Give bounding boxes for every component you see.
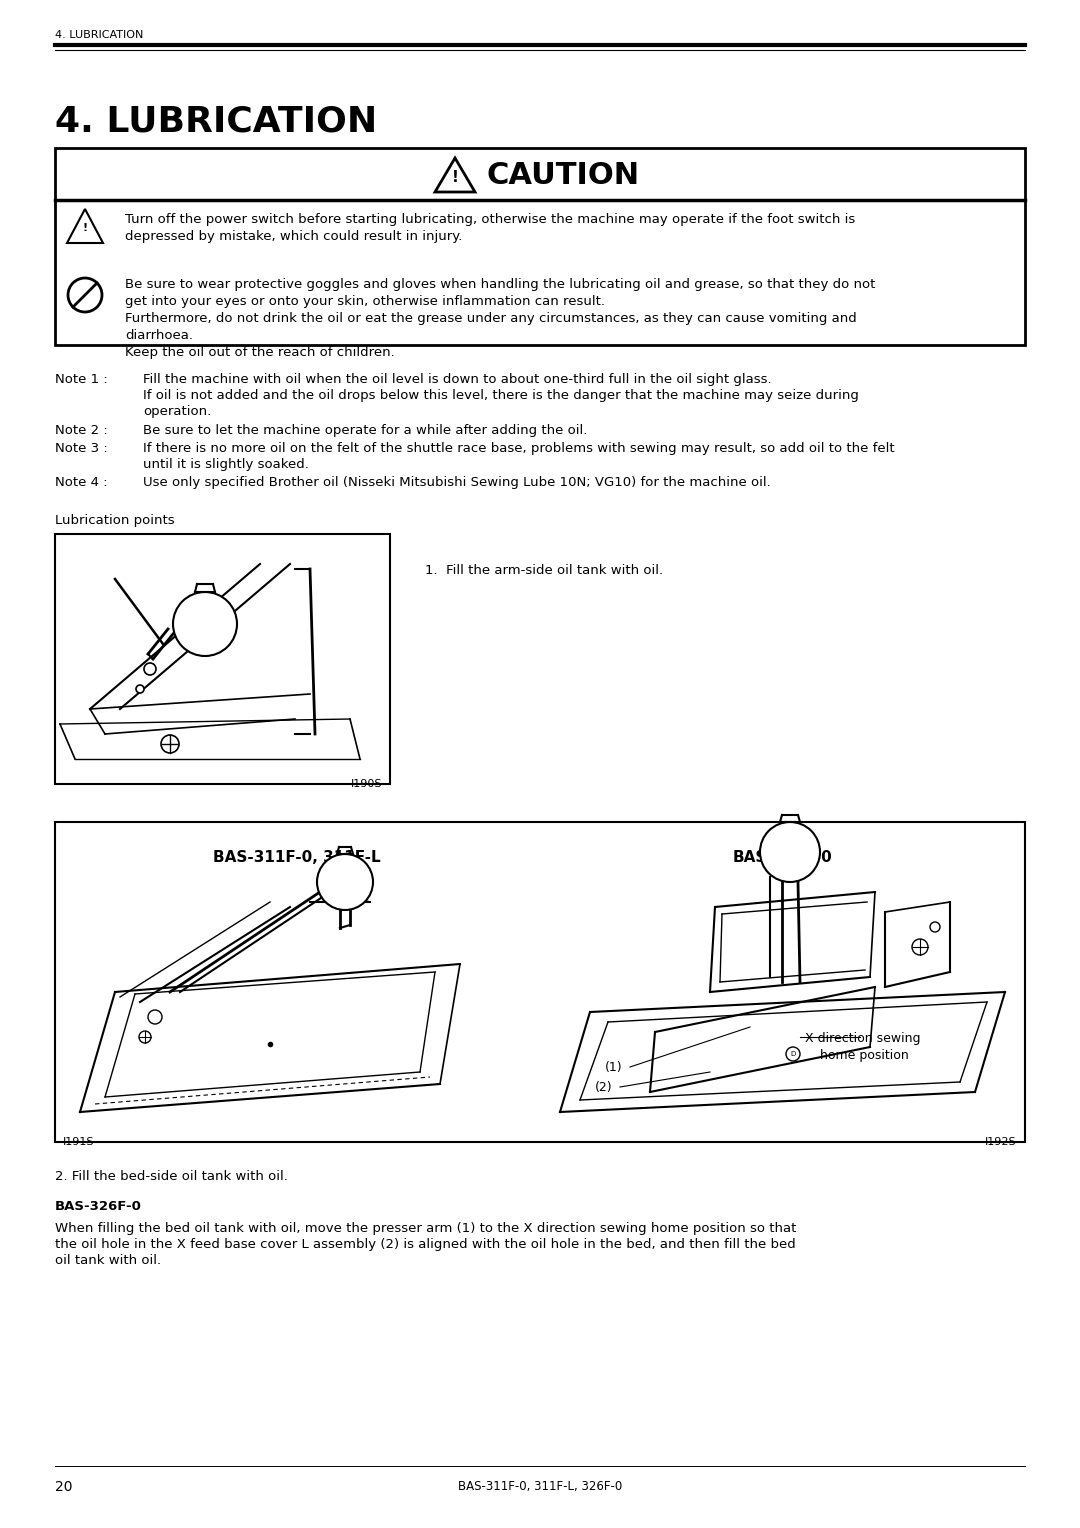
Text: home position: home position (820, 1050, 908, 1062)
Polygon shape (67, 209, 103, 243)
Text: When filling the bed oil tank with oil, move the presser arm (1) to the X direct: When filling the bed oil tank with oil, … (55, 1222, 796, 1235)
Text: BAS-326F-0: BAS-326F-0 (732, 850, 832, 865)
Text: Keep the oil out of the reach of children.: Keep the oil out of the reach of childre… (125, 345, 395, 359)
Text: CAUTION: CAUTION (487, 160, 640, 189)
Text: D: D (791, 1051, 796, 1057)
Bar (55, 148, 1025, 345)
Bar (55, 533, 390, 784)
Text: If there is no more oil on the felt of the shuttle race base, problems with sewi: If there is no more oil on the felt of t… (143, 442, 894, 455)
Text: I191S: I191S (63, 1137, 95, 1148)
Circle shape (139, 1031, 151, 1044)
Text: 4. LUBRICATION: 4. LUBRICATION (55, 105, 377, 139)
Text: get into your eyes or onto your skin, otherwise inflammation can result.: get into your eyes or onto your skin, ot… (125, 295, 605, 309)
Text: the oil hole in the X feed base cover L assembly (2) is aligned with the oil hol: the oil hole in the X feed base cover L … (55, 1238, 796, 1251)
Text: !: ! (82, 223, 87, 232)
Text: Be sure to let the machine operate for a while after adding the oil.: Be sure to let the machine operate for a… (143, 423, 588, 437)
Text: I190S: I190S (351, 779, 382, 788)
Text: I192S: I192S (985, 1137, 1017, 1148)
Text: Be sure to wear protective goggles and gloves when handling the lubricating oil : Be sure to wear protective goggles and g… (125, 278, 876, 290)
Text: (2): (2) (595, 1080, 612, 1094)
Text: Note 4 :: Note 4 : (55, 477, 108, 489)
Text: Lubrication points: Lubrication points (55, 513, 175, 527)
Text: If oil is not added and the oil drops below this level, there is the danger that: If oil is not added and the oil drops be… (143, 390, 859, 402)
Circle shape (136, 685, 144, 694)
Text: diarrhoea.: diarrhoea. (125, 329, 193, 342)
Circle shape (318, 854, 373, 911)
Circle shape (148, 1010, 162, 1024)
Text: BAS-311F-0, 311F-L: BAS-311F-0, 311F-L (213, 850, 381, 865)
Text: operation.: operation. (143, 405, 212, 419)
Text: until it is slightly soaked.: until it is slightly soaked. (143, 458, 309, 471)
Text: Turn off the power switch before starting lubricating, otherwise the machine may: Turn off the power switch before startin… (125, 212, 855, 243)
Text: Furthermore, do not drink the oil or eat the grease under any circumstances, as : Furthermore, do not drink the oil or eat… (125, 312, 856, 325)
Text: 20: 20 (55, 1481, 72, 1494)
Bar (55, 822, 1025, 1141)
Circle shape (930, 921, 940, 932)
Text: 2. Fill the bed-side oil tank with oil.: 2. Fill the bed-side oil tank with oil. (55, 1170, 288, 1183)
Circle shape (173, 591, 237, 656)
Text: oil tank with oil.: oil tank with oil. (55, 1254, 161, 1267)
Circle shape (68, 278, 102, 312)
Text: BAS-311F-0, 311F-L, 326F-0: BAS-311F-0, 311F-L, 326F-0 (458, 1481, 622, 1493)
Circle shape (161, 735, 179, 753)
Circle shape (786, 1047, 800, 1060)
Circle shape (760, 822, 820, 882)
Text: Fill the machine with oil when the oil level is down to about one-third full in : Fill the machine with oil when the oil l… (143, 373, 771, 387)
Text: Note 1 :: Note 1 : (55, 373, 108, 387)
Text: BAS-326F-0: BAS-326F-0 (55, 1199, 141, 1213)
Text: !: ! (451, 170, 458, 185)
Circle shape (144, 663, 156, 675)
Circle shape (912, 940, 928, 955)
Text: Use only specified Brother oil (Nisseki Mitsubishi Sewing Lube 10N; VG10) for th: Use only specified Brother oil (Nisseki … (143, 477, 771, 489)
Text: Note 3 :: Note 3 : (55, 442, 108, 455)
Text: 1.  Fill the arm-side oil tank with oil.: 1. Fill the arm-side oil tank with oil. (426, 564, 663, 578)
Text: Note 2 :: Note 2 : (55, 423, 108, 437)
Polygon shape (435, 157, 475, 193)
Text: 4. LUBRICATION: 4. LUBRICATION (55, 31, 144, 40)
Text: X direction sewing: X direction sewing (805, 1031, 920, 1045)
Text: (1): (1) (605, 1060, 623, 1074)
